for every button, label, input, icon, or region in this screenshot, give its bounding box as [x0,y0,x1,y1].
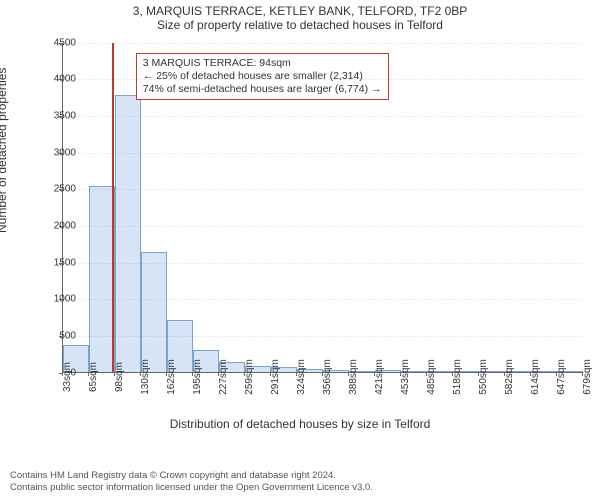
x-tick-label: 453sqm [400,359,411,395]
chart-titles: 3, MARQUIS TERRACE, KETLEY BANK, TELFORD… [0,0,600,33]
plot-region: 3 MARQUIS TERRACE: 94sqm ← 25% of detach… [62,43,582,373]
x-axis-label: Distribution of detached houses by size … [0,417,600,431]
x-tick-label: 550sqm [478,359,489,395]
y-tick-label: 3000 [42,147,76,158]
x-tick-label: 388sqm [348,359,359,395]
y-tick-label: 2000 [42,221,76,232]
x-tick-label: 98sqm [114,362,125,392]
x-tick-label: 195sqm [192,359,203,395]
x-tick-label: 356sqm [322,359,333,395]
y-tick-label: 500 [42,331,76,342]
attribution-footer: Contains HM Land Registry data © Crown c… [10,470,590,494]
property-marker-line [112,43,114,372]
title-address: 3, MARQUIS TERRACE, KETLEY BANK, TELFORD… [0,4,600,18]
gridline [63,226,582,227]
gridline [63,43,582,44]
histogram-bar [89,186,115,372]
gridline [63,153,582,154]
y-tick-label: 1000 [42,294,76,305]
annotation-line-1: 3 MARQUIS TERRACE: 94sqm [143,57,382,70]
x-tick-label: 582sqm [504,359,515,395]
x-tick-label: 518sqm [452,359,463,395]
y-tick-label: 2500 [42,184,76,195]
x-tick-label: 679sqm [582,359,593,395]
x-tick-label: 324sqm [296,359,307,395]
histogram-bar [115,95,141,371]
x-tick-label: 485sqm [426,359,437,395]
x-tick-label: 647sqm [556,359,567,395]
gridline [63,263,582,264]
x-tick-label: 614sqm [530,359,541,395]
annotation-line-3: 74% of semi-detached houses are larger (… [143,83,382,96]
histogram-bar [141,252,167,372]
y-tick-label: 4000 [42,74,76,85]
x-tick-label: 227sqm [218,359,229,395]
footer-line-1: Contains HM Land Registry data © Crown c… [10,470,590,482]
y-tick-label: 4500 [42,37,76,48]
gridline [63,79,582,80]
y-tick-label: 3500 [42,111,76,122]
y-axis-label: Number of detached properties [0,67,9,232]
annotation-line-2: ← 25% of detached houses are smaller (2,… [143,70,382,83]
gridline [63,189,582,190]
x-tick-label: 291sqm [270,359,281,395]
x-tick-label: 162sqm [166,359,177,395]
gridline [63,116,582,117]
chart-area: Number of detached properties 3 MARQUIS … [0,33,600,433]
gridline [63,299,582,300]
x-tick-label: 421sqm [374,359,385,395]
x-tick-label: 130sqm [140,359,151,395]
annotation-box: 3 MARQUIS TERRACE: 94sqm ← 25% of detach… [136,53,389,100]
y-tick-label: 1500 [42,257,76,268]
title-subtitle: Size of property relative to detached ho… [0,18,600,32]
x-tick-label: 65sqm [88,362,99,392]
gridline [63,336,582,337]
x-tick-label: 259sqm [244,359,255,395]
x-tick-label: 33sqm [62,362,73,392]
footer-line-2: Contains public sector information licen… [10,482,590,494]
